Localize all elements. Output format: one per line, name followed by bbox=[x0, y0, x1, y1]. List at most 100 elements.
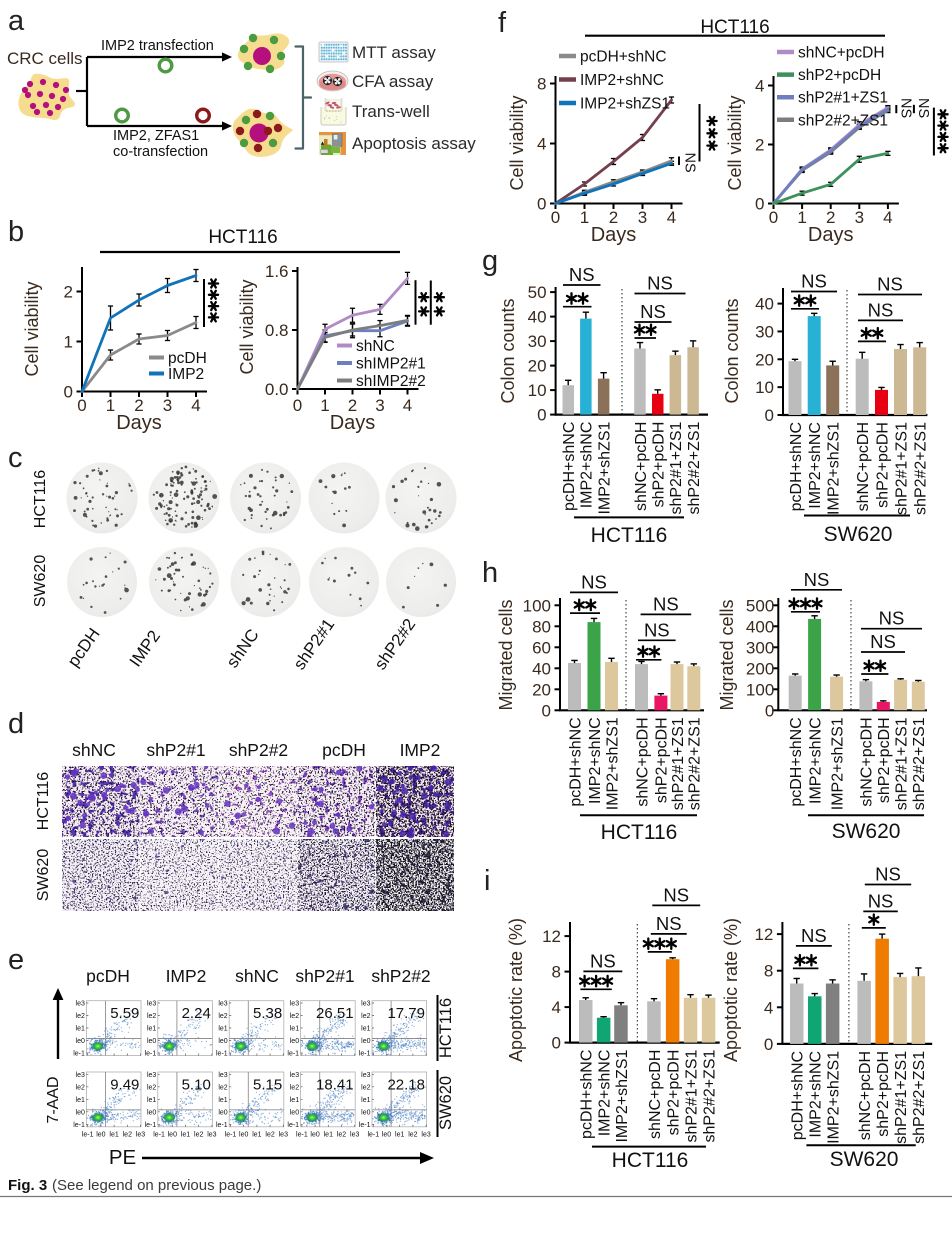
svg-text:Migrated cells: Migrated cells bbox=[717, 599, 737, 710]
svg-text:1: 1 bbox=[106, 396, 115, 415]
svg-text:SW620: SW620 bbox=[32, 555, 49, 608]
svg-text:pcDH+shNC: pcDH+shNC bbox=[788, 717, 805, 806]
svg-text:60: 60 bbox=[532, 638, 551, 657]
svg-text:shNC: shNC bbox=[72, 740, 116, 760]
svg-text:17.79: 17.79 bbox=[387, 1005, 425, 1022]
svg-text:50: 50 bbox=[528, 283, 547, 302]
svg-text:shIMP2#1: shIMP2#1 bbox=[356, 356, 426, 373]
svg-text:40: 40 bbox=[755, 295, 774, 314]
svg-text:5.38: 5.38 bbox=[253, 1005, 282, 1022]
svg-text:le1: le1 bbox=[76, 1097, 85, 1104]
svg-text:0: 0 bbox=[64, 383, 73, 402]
svg-text:shP2#1: shP2#1 bbox=[146, 740, 205, 760]
svg-text:IMP2+shNC: IMP2+shNC bbox=[596, 1050, 613, 1137]
svg-text:5.59: 5.59 bbox=[110, 1005, 139, 1022]
svg-text:le2: le2 bbox=[147, 1085, 156, 1092]
svg-text:SW620: SW620 bbox=[824, 523, 893, 546]
svg-text:h: h bbox=[482, 557, 498, 589]
svg-text:7-AAD: 7-AAD bbox=[45, 1076, 62, 1123]
svg-text:1.6: 1.6 bbox=[265, 262, 289, 281]
svg-text:pcDH: pcDH bbox=[322, 740, 366, 760]
svg-text:le0: le0 bbox=[218, 1110, 227, 1117]
svg-text:4: 4 bbox=[191, 396, 200, 415]
svg-text:le2: le2 bbox=[76, 1085, 85, 1092]
svg-text:8: 8 bbox=[537, 75, 546, 94]
svg-text:200: 200 bbox=[746, 659, 774, 678]
svg-text:NS: NS bbox=[868, 299, 894, 320]
svg-text:5.10: 5.10 bbox=[182, 1077, 211, 1094]
svg-text:100: 100 bbox=[523, 596, 551, 615]
svg-text:e: e bbox=[8, 944, 24, 976]
svg-text:8: 8 bbox=[764, 962, 773, 981]
svg-text:shNC+pcDH: shNC+pcDH bbox=[633, 422, 650, 511]
svg-text:IMP2+shNC: IMP2+shNC bbox=[580, 72, 664, 89]
svg-text:0: 0 bbox=[537, 195, 546, 214]
svg-text:shP2#2+ZS1: shP2#2+ZS1 bbox=[701, 1049, 718, 1142]
svg-text:8: 8 bbox=[552, 963, 561, 982]
svg-text:le1: le1 bbox=[147, 1097, 156, 1104]
svg-text:shNC+pcDH: shNC+pcDH bbox=[859, 717, 876, 806]
svg-text:le1: le1 bbox=[361, 1026, 370, 1033]
svg-text:NS: NS bbox=[915, 98, 931, 118]
svg-text:a: a bbox=[8, 5, 25, 37]
svg-text:30: 30 bbox=[755, 322, 774, 341]
svg-text:0: 0 bbox=[537, 406, 546, 425]
svg-text:le0: le0 bbox=[76, 1110, 85, 1117]
svg-text:4: 4 bbox=[537, 135, 546, 154]
svg-text:le1: le1 bbox=[290, 1026, 299, 1033]
svg-text:Apoptotic rate (%): Apoptotic rate (%) bbox=[721, 918, 741, 1062]
svg-text:CRC cells: CRC cells bbox=[7, 49, 83, 68]
svg-text:NS: NS bbox=[569, 264, 595, 285]
svg-text:20: 20 bbox=[755, 350, 774, 369]
svg-text:le-1: le-1 bbox=[216, 1122, 228, 1129]
svg-text:shP2+pcDH: shP2+pcDH bbox=[665, 1050, 682, 1136]
svg-text:40: 40 bbox=[528, 308, 547, 327]
svg-text:HCT116: HCT116 bbox=[35, 772, 52, 830]
svg-text:NS: NS bbox=[875, 864, 901, 885]
svg-text:Days: Days bbox=[808, 224, 854, 246]
svg-text:le2: le2 bbox=[147, 1013, 156, 1020]
svg-text:shP2#1+ZS1: shP2#1+ZS1 bbox=[668, 421, 685, 514]
svg-text:le0: le0 bbox=[290, 1038, 299, 1045]
svg-text:IMP2: IMP2 bbox=[168, 366, 204, 383]
svg-text:shP2+pcDH: shP2+pcDH bbox=[874, 422, 891, 508]
svg-text:IMP2+shZS1: IMP2+shZS1 bbox=[826, 422, 843, 515]
svg-text:2: 2 bbox=[609, 208, 618, 227]
svg-text:3: 3 bbox=[163, 396, 172, 415]
svg-text:NS: NS bbox=[804, 569, 830, 590]
svg-text:2: 2 bbox=[348, 396, 357, 415]
svg-text:NS: NS bbox=[647, 273, 673, 294]
svg-text:b: b bbox=[8, 216, 24, 248]
svg-text:shP2#2+ZS1: shP2#2+ZS1 bbox=[913, 422, 930, 515]
svg-text:pcDH: pcDH bbox=[86, 966, 130, 986]
svg-text:IMP2 transfection: IMP2 transfection bbox=[101, 38, 214, 54]
svg-text:le2: le2 bbox=[76, 1013, 85, 1020]
svg-text:4: 4 bbox=[667, 208, 676, 227]
svg-text:12: 12 bbox=[542, 927, 561, 946]
svg-text:4: 4 bbox=[883, 208, 892, 227]
svg-text:NS: NS bbox=[868, 890, 894, 911]
svg-text:NS: NS bbox=[870, 631, 896, 652]
svg-text:shNC+pcDH: shNC+pcDH bbox=[647, 1050, 664, 1139]
svg-text:NS: NS bbox=[644, 619, 670, 640]
svg-text:pcDH+shNC: pcDH+shNC bbox=[579, 1050, 596, 1139]
svg-text:le3: le3 bbox=[147, 1072, 156, 1079]
svg-text:SW620: SW620 bbox=[35, 849, 52, 902]
svg-text:12: 12 bbox=[754, 925, 773, 944]
svg-text:100: 100 bbox=[746, 680, 774, 699]
svg-text:shP2+pcDH: shP2+pcDH bbox=[798, 67, 881, 84]
svg-text:HCT116: HCT116 bbox=[601, 821, 678, 844]
svg-text:le-1: le-1 bbox=[145, 1122, 157, 1129]
svg-text:HCT116: HCT116 bbox=[591, 524, 668, 547]
svg-text:0.8: 0.8 bbox=[265, 321, 289, 340]
svg-text:10: 10 bbox=[755, 378, 774, 397]
svg-text:shP2#1: shP2#1 bbox=[295, 966, 354, 986]
svg-text:3: 3 bbox=[375, 396, 384, 415]
svg-text:le3: le3 bbox=[147, 1001, 156, 1008]
svg-text:le0: le0 bbox=[361, 1038, 370, 1045]
svg-text:NS: NS bbox=[898, 98, 914, 118]
svg-text:le-1: le-1 bbox=[359, 1051, 371, 1058]
svg-text:le0: le0 bbox=[147, 1038, 156, 1045]
svg-text:Colon counts: Colon counts bbox=[498, 298, 518, 403]
svg-text:0: 0 bbox=[755, 195, 764, 214]
